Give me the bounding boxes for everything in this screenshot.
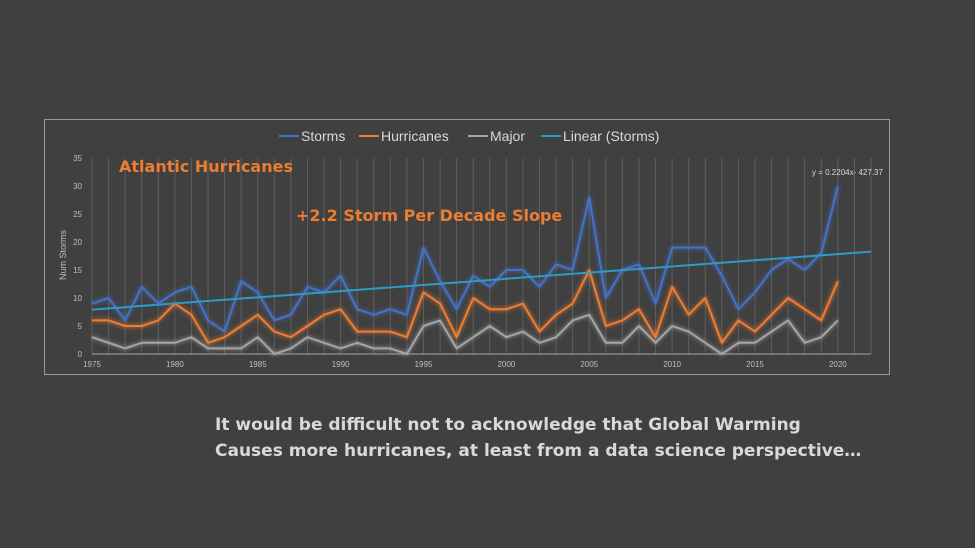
legend-label-hurricanes: Hurricanes: [381, 128, 449, 144]
x-tick-label-1995: 1995: [415, 360, 433, 369]
caption-line-1: It would be difficult not to acknowledge…: [215, 415, 801, 435]
y-tick-label-15: 15: [73, 266, 82, 275]
x-tick-label-2015: 2015: [746, 360, 764, 369]
legend-item-major[interactable]: Major: [468, 128, 525, 144]
chart-frame: 0 5 10 15 20 25 30 35 1975 1980 1985 1990 1995 2000 2…: [44, 119, 890, 375]
y-tick-label-5: 5: [78, 322, 83, 331]
x-tick-label-2010: 2010: [663, 360, 681, 369]
legend-item-hurricanes[interactable]: Hurricanes: [359, 128, 449, 144]
trend-equation: y = 0.2204x- 427.37: [812, 168, 883, 177]
y-tick-label-25: 25: [73, 210, 82, 219]
trend-line-storms: [91, 250, 872, 311]
hurricane-chart: 0 5 10 15 20 25 30 35 1975 1980 1985 1990 1995 2000 2…: [58, 128, 883, 369]
y-tick-label-10: 10: [73, 294, 82, 303]
x-tick-labels: 1975 1980 1985 1990 1995 2000 2005 2010 2015 2020: [83, 360, 847, 369]
x-tick-label-2020: 2020: [829, 360, 847, 369]
caption-line-2: Causes more hurricanes, at least from a …: [215, 441, 862, 461]
legend: Storms Hurricanes Major Linear (Storms): [279, 128, 659, 144]
x-tick-label-1985: 1985: [249, 360, 267, 369]
slope-annotation: +2.2 Storm Per Decade Slope: [296, 206, 562, 225]
y-tick-label-35: 35: [73, 154, 82, 163]
legend-label-linear-storms: Linear (Storms): [563, 128, 659, 144]
legend-label-storms: Storms: [301, 128, 345, 144]
series-line-storms: [91, 185, 839, 333]
x-tick-label-1990: 1990: [332, 360, 350, 369]
y-tick-labels: 0 5 10 15 20 25 30 35: [73, 154, 82, 359]
x-tick-label-1975: 1975: [83, 360, 101, 369]
legend-item-linear-storms[interactable]: Linear (Storms): [541, 128, 659, 144]
legend-label-major: Major: [490, 128, 525, 144]
y-axis-label: Num Storms: [58, 230, 68, 281]
caption: It would be difficult not to acknowledge…: [215, 412, 861, 464]
legend-item-storms[interactable]: Storms: [279, 128, 345, 144]
y-tick-label-0: 0: [78, 350, 83, 359]
chart-label-atlantic-hurricanes: Atlantic Hurricanes: [119, 157, 293, 176]
x-tick-label-1980: 1980: [166, 360, 184, 369]
series-line-hurricanes: [92, 269, 839, 344]
y-tick-label-20: 20: [73, 238, 82, 247]
x-tick-label-2005: 2005: [580, 360, 598, 369]
series-lines: [91, 185, 872, 355]
series-line-major: [91, 313, 839, 355]
grid-lines: [91, 158, 872, 354]
x-tick-label-2000: 2000: [497, 360, 515, 369]
y-tick-label-30: 30: [73, 182, 82, 191]
